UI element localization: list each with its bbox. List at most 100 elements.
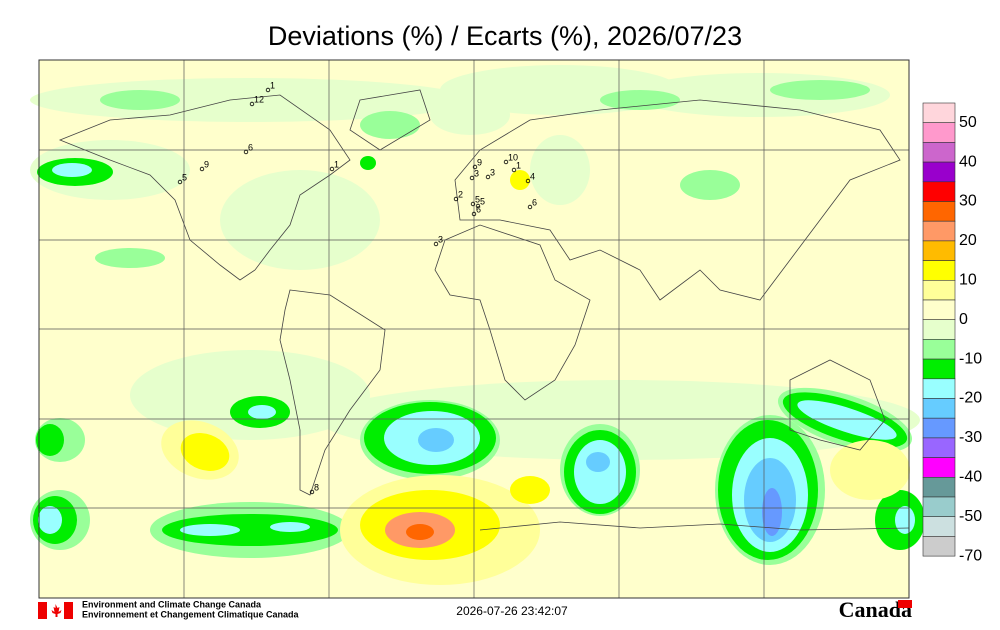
station-label: 2 [458, 189, 463, 199]
station-marker [329, 166, 335, 172]
station-label: 3 [490, 167, 495, 177]
station-label: 6 [532, 197, 537, 207]
flag-bar [38, 602, 47, 619]
station-label: 6 [476, 204, 481, 214]
colorbar-swatch [922, 299, 956, 321]
colorbar-swatch [922, 476, 956, 498]
colorbar-swatch [922, 457, 956, 478]
field-contour [270, 522, 310, 532]
colorbar-swatch [922, 516, 956, 537]
station-marker [265, 87, 271, 93]
colorbar-swatch [922, 240, 956, 261]
field-contour [248, 405, 276, 419]
coastline [479, 521, 910, 531]
field-contour [762, 488, 782, 536]
field-contour [680, 170, 740, 200]
field-contour [830, 440, 910, 500]
field-contour [430, 95, 510, 135]
colorbar-label: -40 [959, 469, 982, 486]
colorbar-swatch [922, 378, 956, 399]
station-marker [527, 204, 533, 210]
station-marker [243, 149, 249, 155]
agency-en: Environment and Climate Change Canada [82, 599, 262, 609]
footer: Environment and Climate Change Canada En… [38, 597, 912, 622]
colorbar-swatch [922, 220, 956, 242]
station-marker [433, 241, 439, 247]
station-marker [470, 201, 476, 207]
field-contour [510, 170, 530, 190]
colorbar-swatch [922, 102, 956, 124]
colorbar-label: 30 [959, 193, 977, 210]
field-contour [180, 524, 240, 536]
colorbar-label: 20 [959, 232, 977, 249]
coastline [58, 94, 351, 281]
field-contour [130, 350, 370, 440]
colorbar-swatch [922, 279, 956, 301]
colorbar-swatch [922, 201, 956, 222]
coastline [789, 359, 886, 451]
colorbar-swatch [922, 398, 956, 419]
station-marker [453, 196, 459, 202]
colorbar-swatch [922, 437, 956, 458]
station-label: 6 [248, 142, 253, 152]
field-contour [510, 476, 550, 504]
colorbar-label: -20 [959, 390, 982, 407]
colorbar-label: 50 [959, 114, 977, 131]
field-contour [406, 524, 434, 540]
field-contour [180, 433, 230, 471]
station-marker [475, 203, 481, 209]
colorbar-swatch [922, 260, 956, 281]
colorbar-label: -70 [959, 547, 982, 564]
field-contour [360, 156, 376, 170]
colorbar-label: -10 [959, 350, 982, 367]
field-contour [600, 90, 680, 110]
colorbar-swatch [922, 142, 956, 163]
station-marker [503, 159, 509, 165]
station-label: 1 [334, 159, 339, 169]
station-label: 9 [204, 159, 209, 169]
field-contour [30, 78, 470, 122]
station-label: 1 [270, 80, 275, 90]
colorbar-label: 40 [959, 153, 977, 170]
station-marker [511, 167, 517, 173]
colorbar-swatch [922, 319, 956, 340]
station-label: 3 [438, 234, 443, 244]
station-label: 10 [508, 152, 518, 162]
station-label: 8 [314, 482, 319, 492]
field-contour [895, 506, 915, 534]
field-contour [52, 163, 92, 177]
colorbar-swatch [922, 339, 956, 360]
station-marker [471, 211, 477, 217]
flag-leaf [51, 604, 62, 617]
station-label: 4 [530, 171, 535, 181]
station-marker [177, 179, 183, 185]
field-contour [797, 400, 897, 440]
colorbar: 50 40 30 20 10 0 -10 -20 -30 -40 -50 -70 [922, 102, 982, 564]
field-contour [162, 514, 338, 546]
agency-fr: Environnement et Changement Climatique C… [82, 609, 300, 619]
colorbar-swatch [922, 161, 956, 183]
flag-bar [64, 602, 73, 619]
coastline [434, 224, 591, 401]
colorbar-swatch [922, 496, 956, 518]
station-label: 5 [475, 194, 480, 204]
field-contour [95, 248, 165, 268]
colorbar-swatch [922, 358, 956, 380]
station-label: 3 [474, 168, 479, 178]
field-contour [38, 506, 62, 534]
colorbar-swatch [922, 536, 956, 557]
wordmark-flag [898, 600, 912, 608]
field-contour [36, 424, 64, 456]
station-label: 9 [477, 157, 482, 167]
map-frame [38, 59, 910, 599]
station-marker [249, 101, 255, 107]
station-marker [485, 174, 491, 180]
field-contour [574, 440, 626, 504]
field-contour [220, 170, 380, 270]
colorbar-label: 10 [959, 272, 977, 289]
coastline [279, 289, 386, 496]
colorbar-swatch [922, 122, 956, 143]
station-label: 5 [480, 196, 485, 206]
